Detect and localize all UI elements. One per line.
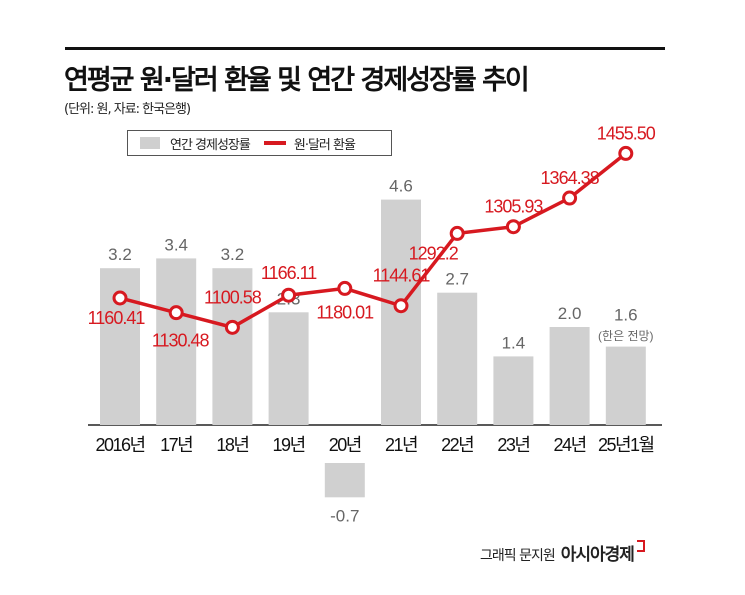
legend-bar-label: 연간 경제성장률 — [170, 137, 251, 153]
top-rule — [65, 47, 665, 50]
line-point — [168, 305, 184, 321]
bar-label: 3.2 — [108, 245, 132, 264]
credit-text: 그래픽 문지원 — [480, 548, 556, 564]
chart-subtitle: (단위: 원, 자료: 한국은행) — [64, 102, 191, 117]
line-point — [112, 290, 128, 306]
line-label: 1100.58 — [204, 287, 262, 307]
legend-bar-swatch — [140, 137, 160, 149]
line-point — [337, 280, 353, 296]
line-label: 1144.61 — [373, 266, 431, 286]
line-label: 1160.41 — [88, 308, 146, 328]
logo-mark-icon — [636, 540, 645, 552]
bar — [493, 356, 534, 425]
line-point — [618, 145, 634, 161]
line-point — [449, 225, 465, 241]
line-point — [505, 219, 521, 235]
bar — [156, 258, 197, 425]
bar-label: 1.4 — [502, 333, 526, 352]
bar-label: 2.0 — [558, 304, 582, 323]
logo: 아시아경제 — [560, 545, 635, 565]
line-point — [562, 190, 578, 206]
x-tick-label: 23년 — [497, 435, 529, 455]
x-tick-label: 24년 — [554, 435, 586, 455]
x-tick-label: 21년 — [385, 435, 417, 455]
bar-label: 2.7 — [445, 270, 469, 289]
x-tick-label: 17년 — [160, 435, 192, 455]
line-label: 1130.48 — [152, 331, 210, 351]
bar — [212, 268, 253, 425]
line-label: 1305.93 — [484, 197, 543, 217]
line-point — [224, 319, 240, 335]
chart-title: 연평균 원·달러 환율 및 연간 경제성장률 추이 — [64, 65, 530, 96]
legend-line-label: 원·달러 환율 — [293, 137, 356, 153]
x-tick-label: 22년 — [441, 435, 473, 455]
bar-label: 3.4 — [164, 235, 188, 254]
legend-line-swatch — [263, 141, 286, 145]
bar-label: -0.7 — [330, 506, 359, 525]
x-tick-label: 18년 — [216, 435, 248, 455]
bar — [437, 292, 478, 425]
bar — [268, 312, 309, 425]
line-series — [119, 152, 627, 330]
x-tick-label: 20년 — [329, 435, 361, 455]
line-point — [281, 287, 297, 303]
line-label: 1364.38 — [541, 168, 600, 188]
x-tick-label: 25년1월 — [598, 435, 654, 455]
bar — [324, 463, 365, 498]
bar-label: 3.2 — [221, 245, 245, 264]
annotation: (한은 전망) — [598, 329, 654, 343]
line-label: 1292.2 — [409, 243, 459, 263]
credit: 그래픽 문지원 아시아경제 — [480, 540, 645, 565]
line-point — [393, 298, 409, 314]
x-tick-label: 2016년 — [95, 435, 144, 455]
bar — [605, 346, 646, 425]
bar-label: 1.6 — [614, 306, 638, 325]
line-label: 1180.01 — [316, 302, 374, 322]
x-tick-label: 19년 — [273, 435, 305, 455]
bar-label: 4.6 — [389, 177, 413, 196]
line-label: 1455.50 — [597, 123, 656, 143]
line-label: 1166.11 — [261, 263, 317, 283]
legend: 연간 경제성장률 원·달러 환율 — [127, 130, 392, 156]
bar — [549, 327, 590, 425]
